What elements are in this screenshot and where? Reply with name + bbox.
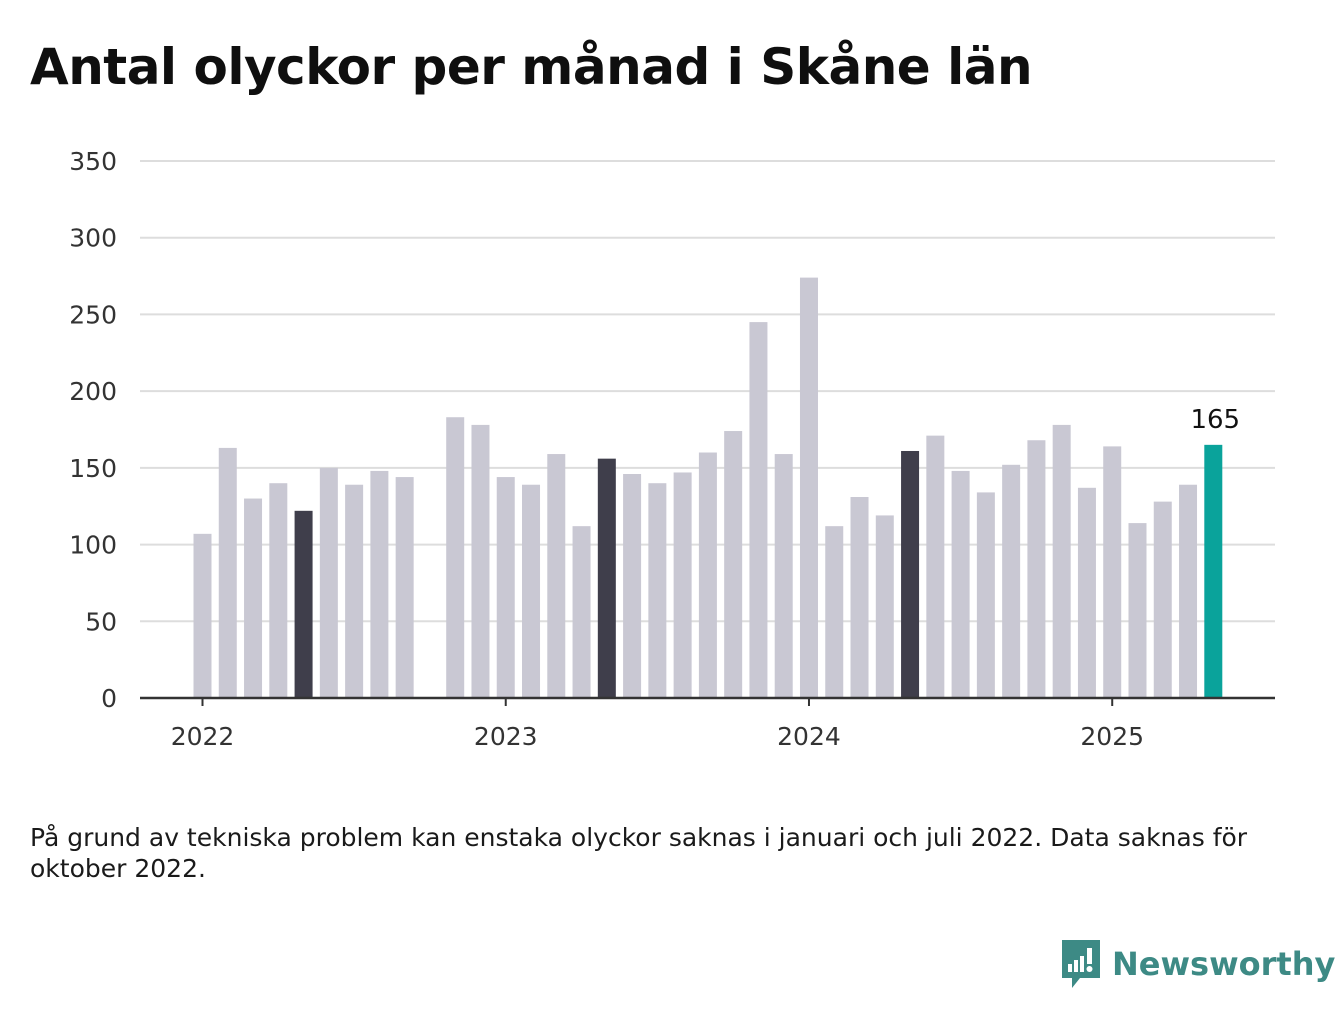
bar <box>269 483 288 698</box>
latest-value-label: 165 <box>1190 405 1240 435</box>
bar <box>395 477 414 698</box>
newsworthy-logo-icon <box>1062 940 1100 988</box>
footnote: På grund av tekniska problem kan enstaka… <box>30 823 1248 883</box>
y-tick-label: 200 <box>69 377 117 406</box>
y-tick-label: 250 <box>69 300 117 329</box>
bar <box>1002 464 1021 698</box>
bar <box>244 498 263 698</box>
bar <box>218 447 237 698</box>
x-tick-label: 2023 <box>474 722 538 751</box>
bar <box>951 470 970 698</box>
bar <box>1179 484 1198 698</box>
bar <box>673 472 692 698</box>
bar <box>774 454 793 698</box>
bar <box>623 473 642 698</box>
bar <box>1027 440 1046 698</box>
bar <box>547 454 566 698</box>
y-tick-label: 300 <box>69 224 117 253</box>
bar <box>724 431 743 698</box>
bar <box>193 533 212 698</box>
brand-name: Newsworthy <box>1112 945 1336 983</box>
x-tick-label: 2024 <box>777 722 841 751</box>
y-tick-label: 150 <box>69 454 117 483</box>
bar <box>446 417 465 698</box>
bar <box>1052 424 1071 698</box>
bar <box>471 424 490 698</box>
y-tick-label: 350 <box>69 147 117 176</box>
y-tick-label: 0 <box>101 684 117 713</box>
brand-logo[interactable]: Newsworthy <box>1060 938 1335 990</box>
y-tick-label: 100 <box>69 531 117 560</box>
bar <box>370 470 389 698</box>
x-tick-label: 2025 <box>1080 722 1144 751</box>
bar <box>825 526 844 698</box>
x-tick-label: 2022 <box>171 722 235 751</box>
bar <box>572 526 591 698</box>
bar <box>319 467 338 698</box>
bar <box>1103 446 1122 698</box>
y-tick-label: 50 <box>85 607 117 636</box>
bar <box>1077 487 1096 698</box>
bar <box>294 510 313 698</box>
bar-chart: 0 50 100 150 200 250 300 350 2022 2023 2024 2025 165 <box>69 147 1275 751</box>
bar <box>496 477 515 698</box>
bar <box>926 435 945 698</box>
bar <box>850 497 869 698</box>
bar <box>749 322 768 698</box>
bar <box>976 492 995 698</box>
bar <box>345 484 364 698</box>
bar <box>597 458 616 698</box>
bar <box>799 277 818 698</box>
bar <box>875 515 894 698</box>
bar <box>1204 444 1223 698</box>
bar <box>901 450 920 698</box>
bar <box>1153 501 1172 698</box>
bar <box>648 483 667 698</box>
bar <box>522 484 541 698</box>
bar <box>698 452 717 698</box>
chart-title: Antal olyckor per månad i Skåne län <box>30 38 1033 96</box>
bar <box>1128 523 1147 698</box>
